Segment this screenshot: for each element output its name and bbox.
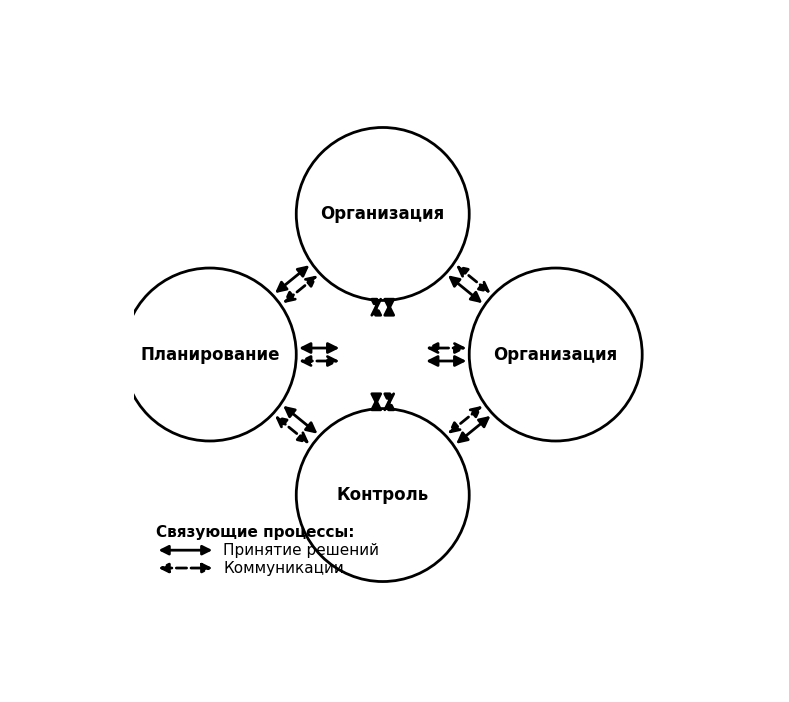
FancyArrowPatch shape [372,394,381,410]
FancyArrowPatch shape [451,277,480,301]
Text: Организация: Организация [494,345,618,364]
Circle shape [296,409,469,581]
FancyArrowPatch shape [286,408,315,432]
FancyArrowPatch shape [286,277,315,301]
Text: Принятие решений: Принятие решений [223,543,380,557]
FancyArrowPatch shape [278,267,307,291]
Text: Коммуникации: Коммуникации [223,560,344,576]
FancyArrowPatch shape [385,394,394,410]
Circle shape [469,268,642,441]
FancyArrowPatch shape [302,357,336,366]
FancyArrowPatch shape [385,299,394,315]
FancyArrowPatch shape [429,343,463,352]
Text: Связующие процессы:: Связующие процессы: [155,525,354,541]
FancyArrowPatch shape [278,418,307,442]
FancyArrowPatch shape [458,418,488,442]
FancyArrowPatch shape [372,299,381,315]
FancyArrowPatch shape [429,357,463,366]
Text: Организация: Организация [320,205,445,223]
FancyArrowPatch shape [451,408,480,432]
Text: Планирование: Планирование [140,345,279,364]
FancyArrowPatch shape [302,343,336,352]
FancyArrowPatch shape [458,267,488,291]
Text: Контроль: Контроль [337,486,429,504]
Circle shape [123,268,296,441]
Circle shape [296,128,469,300]
